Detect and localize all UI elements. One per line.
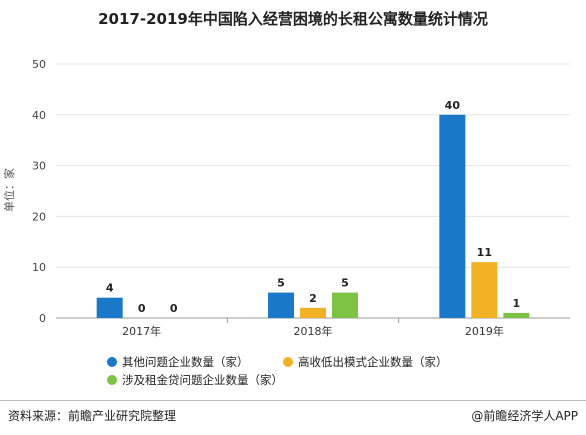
y-tick-label: 20 bbox=[32, 210, 46, 223]
data-label: 2 bbox=[309, 292, 317, 305]
data-label: 5 bbox=[277, 277, 285, 290]
legend-label: 高收低出模式企业数量（家） bbox=[298, 355, 448, 369]
bars bbox=[96, 114, 530, 318]
y-axis-label: 单位：家 bbox=[2, 168, 16, 212]
legend: 其他问题企业数量（家） 高收低出模式企业数量（家） 涉及租金贷问题企业数量（家） bbox=[107, 355, 448, 387]
data-label: 4 bbox=[106, 282, 114, 295]
data-label: 0 bbox=[170, 302, 178, 315]
y-tick-label: 30 bbox=[32, 160, 46, 173]
x-tick-label: 2019年 bbox=[465, 324, 504, 338]
legend-label: 涉及租金贷问题企业数量（家） bbox=[122, 373, 283, 387]
legend-marker bbox=[107, 375, 117, 385]
bar bbox=[268, 292, 294, 318]
y-tick-label: 10 bbox=[32, 261, 46, 274]
y-tick-label: 40 bbox=[32, 109, 46, 122]
bar bbox=[503, 312, 530, 318]
bar bbox=[332, 292, 358, 318]
chart-title: 2017-2019年中国陷入经营困境的长租公寓数量统计情况 bbox=[98, 10, 488, 28]
data-label: 11 bbox=[477, 246, 492, 259]
y-axis-ticks: 0 10 20 30 40 50 bbox=[32, 58, 46, 325]
bar bbox=[96, 297, 123, 318]
x-axis-ticks: 2017年 2018年 2019年 bbox=[122, 318, 504, 338]
y-tick-label: 0 bbox=[39, 312, 46, 325]
bar bbox=[300, 307, 326, 318]
source-note: 资料来源：前瞻产业研究院整理 bbox=[8, 409, 177, 423]
legend-label: 其他问题企业数量（家） bbox=[122, 355, 249, 369]
x-tick-label: 2017年 bbox=[122, 324, 161, 338]
x-tick-label: 2018年 bbox=[294, 324, 333, 338]
bar bbox=[439, 114, 466, 318]
data-label: 5 bbox=[341, 277, 349, 290]
bar bbox=[471, 262, 498, 318]
y-tick-label: 50 bbox=[32, 58, 46, 71]
footer-divider bbox=[0, 400, 586, 401]
legend-marker bbox=[107, 357, 117, 367]
data-label: 1 bbox=[513, 297, 521, 310]
legend-marker bbox=[283, 357, 293, 367]
data-label: 0 bbox=[138, 302, 146, 315]
brand-credit: @前瞻经济学人APP bbox=[471, 409, 578, 423]
data-label: 40 bbox=[445, 99, 461, 112]
